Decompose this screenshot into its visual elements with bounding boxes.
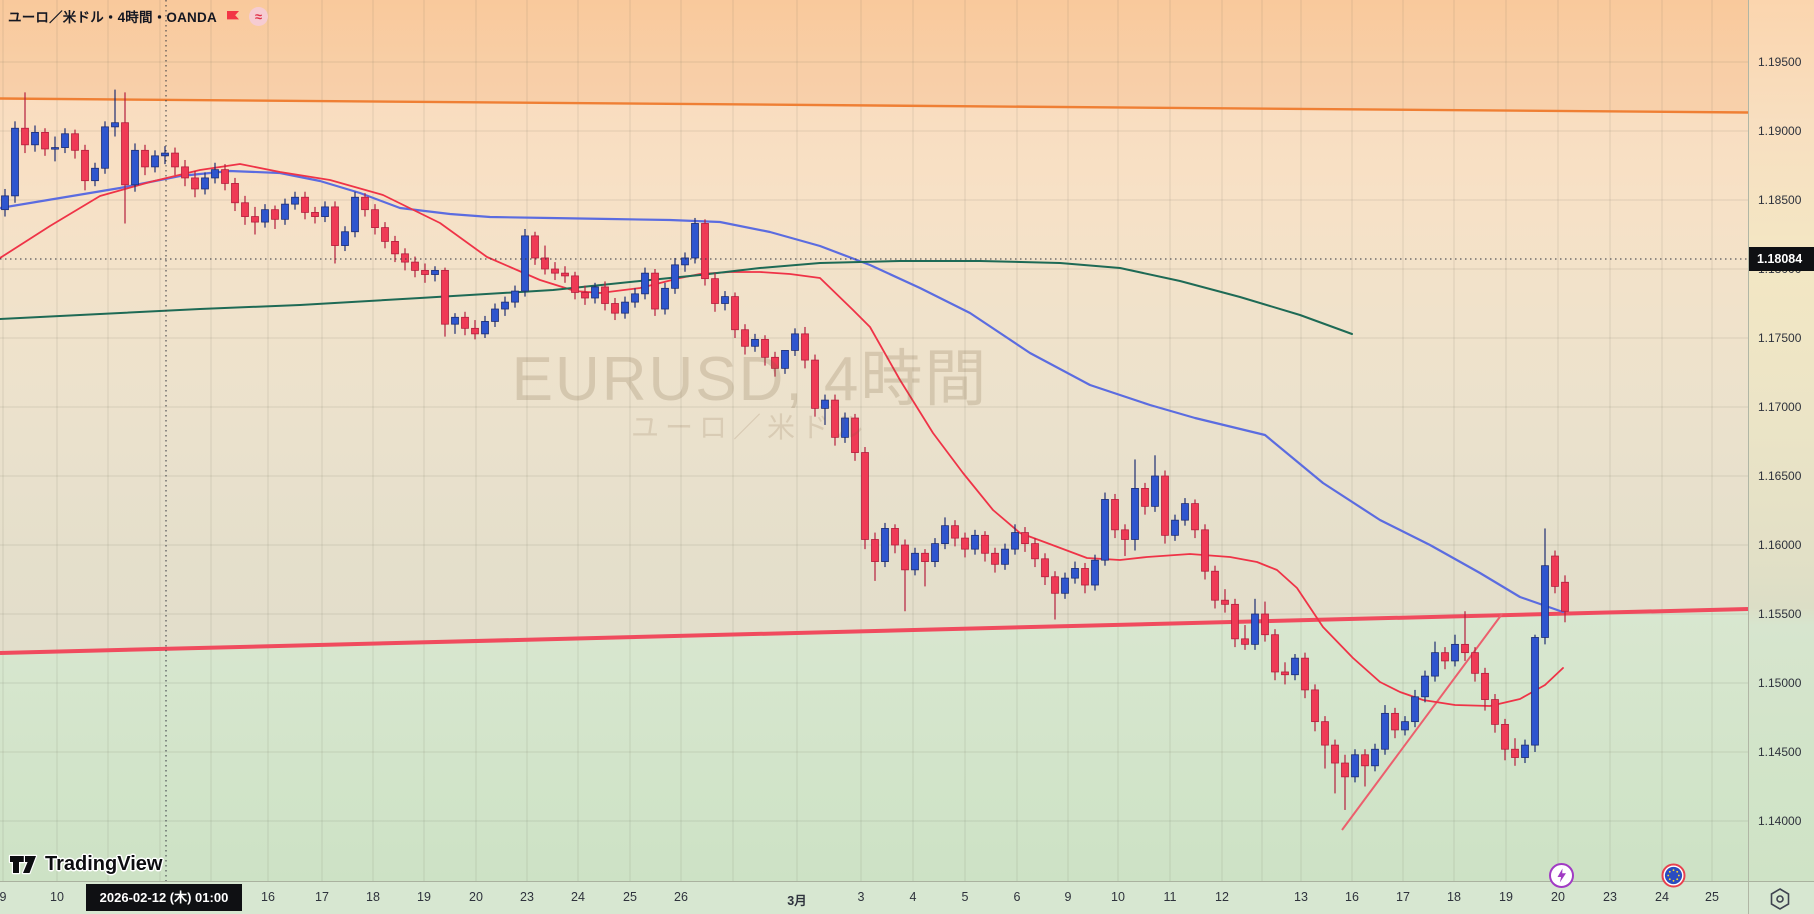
time-axis-label: 18 — [366, 890, 380, 904]
time-axis-label: 11 — [1163, 890, 1177, 904]
time-axis-label: 18 — [1447, 890, 1461, 904]
price-axis-label: 1.17500 — [1758, 331, 1802, 345]
time-axis-label: 23 — [1603, 890, 1617, 904]
price-scale-settings-icon[interactable] — [1766, 885, 1794, 913]
time-axis-label: 12 — [1215, 890, 1229, 904]
chart-pane[interactable] — [0, 0, 1748, 881]
tradingview-logo-mark — [8, 854, 38, 875]
approx-price-icon[interactable]: ≈ — [248, 6, 268, 26]
ma-blue — [0, 169, 1565, 614]
time-axis-label: 6 — [1013, 890, 1021, 904]
time-axis-label: 9 — [1064, 890, 1072, 904]
price-axis[interactable]: 1.14000 1.14500 1.15000 1.15500 1.16000 1.165… — [1748, 0, 1814, 881]
time-axis-label: 16 — [261, 890, 275, 904]
ma-red — [0, 163, 1564, 707]
price-axis-label: 1.19000 — [1758, 124, 1802, 138]
time-axis-label: 17 — [1396, 890, 1410, 904]
time-axis-label: 3月 — [787, 894, 807, 908]
time-axis[interactable]: 25 24 23 20 19 18 17 16 13 12 11 10 9 6 5 4 3 3月 26 25 24 23 2… — [0, 881, 1748, 914]
time-axis-label: 25 — [623, 890, 637, 904]
time-axis-label: 19 — [417, 890, 431, 904]
candlestick-chart-canvas[interactable] — [0, 0, 1748, 881]
eu-stars — [1667, 869, 1680, 882]
price-axis-label: 1.18500 — [1758, 193, 1802, 207]
symbol-title[interactable]: ユーロ／米ドル・4時間・OANDA — [8, 10, 217, 25]
time-axis-label: 23 — [520, 890, 534, 904]
price-axis-label: 1.15000 — [1758, 676, 1802, 690]
axis-corner — [1748, 881, 1814, 914]
eu-flag-event-icon[interactable] — [1661, 863, 1686, 888]
flag-icon[interactable] — [226, 10, 240, 23]
time-axis-label: 17 — [315, 890, 329, 904]
time-axis-label: 20 — [469, 890, 483, 904]
time-axis-label: 13 — [1294, 890, 1308, 904]
time-axis-label: 25 — [1705, 890, 1719, 904]
time-axis-label: 26 — [674, 890, 688, 904]
price-axis-label: 1.16500 — [1758, 469, 1802, 483]
tradingview-logo-text: TradingView — [45, 853, 163, 875]
crosshair-price-label: 1.18084 — [1749, 247, 1814, 271]
approx-symbol: ≈ — [254, 8, 262, 24]
crosshair-date-label: 2026-02-12 (木) 01:00 — [86, 884, 242, 911]
price-axis-label: 1.19500 — [1758, 55, 1802, 69]
candlestick-series — [1, 89, 1569, 810]
time-axis-label: 24 — [1655, 890, 1669, 904]
time-axis-label: 4 — [909, 890, 917, 904]
tradingview-logo[interactable]: TradingView — [8, 851, 162, 878]
time-axis-label: 19 — [1499, 890, 1513, 904]
price-axis-label: 1.17000 — [1758, 400, 1802, 414]
time-axis-label: 10 — [1111, 890, 1125, 904]
ma-green — [0, 260, 1353, 335]
support-trendline-red — [0, 607, 1748, 655]
price-axis-label: 1.14000 — [1758, 814, 1802, 828]
time-axis-label: 20 — [1551, 890, 1565, 904]
resistance-zone-orange-fill — [0, 0, 1748, 113]
price-axis-label: 1.16000 — [1758, 538, 1802, 552]
time-axis-label: 24 — [571, 890, 585, 904]
support-zone-green-fill — [0, 609, 1748, 881]
symbol-legend[interactable]: ユーロ／米ドル・4時間・OANDA ≈ — [8, 6, 268, 26]
time-axis-label: 16 — [1345, 890, 1359, 904]
time-axis-label: 3 — [857, 890, 865, 904]
economic-event-lightning-icon[interactable] — [1548, 862, 1575, 889]
price-axis-label: 1.14500 — [1758, 745, 1802, 759]
time-axis-label: 10 — [50, 890, 64, 904]
time-axis-label: 9 — [0, 890, 7, 904]
time-axis-label: 5 — [961, 890, 969, 904]
price-axis-label: 1.15500 — [1758, 607, 1802, 621]
resistance-line-orange — [0, 97, 1748, 114]
